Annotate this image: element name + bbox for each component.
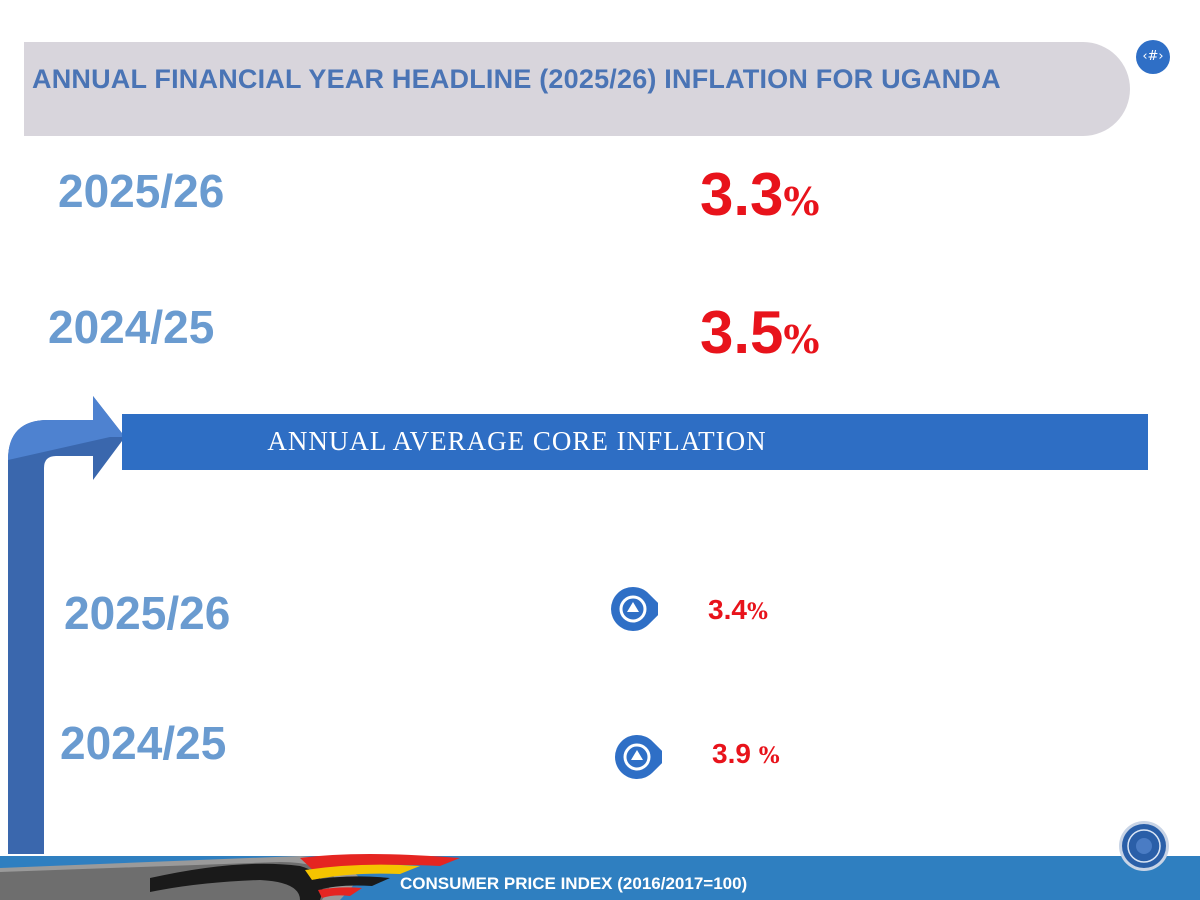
core-value-number: 3.4 [708, 594, 747, 625]
core-year-2024-25: 2024/25 [60, 717, 227, 769]
percent-sign: % [746, 599, 768, 625]
headline-value-2024-25: 3.5% [700, 298, 820, 367]
headline-value-2025-26: 3.3% [700, 160, 820, 229]
up-arrow-circle-icon [615, 735, 662, 779]
headline-value-number: 3.3 [700, 161, 784, 228]
up-arrow-circle-icon [611, 587, 658, 631]
title-banner [24, 42, 1130, 136]
percent-sign: % [783, 317, 820, 362]
slide-number-badge: ‹#› [1136, 40, 1170, 74]
core-year-2025-26: 2025/26 [64, 587, 231, 639]
percent-sign: % [758, 743, 780, 769]
page-title: ANNUAL FINANCIAL YEAR HEADLINE (2025/26)… [32, 64, 1001, 94]
core-value-2024-25: 3.9 % [712, 738, 780, 770]
headline-value-number: 3.5 [700, 299, 784, 366]
core-inflation-title: ANNUAL AVERAGE CORE INFLATION [267, 426, 767, 456]
headline-year-2024-25: 2024/25 [48, 301, 215, 353]
bent-arrow-icon [8, 396, 125, 854]
core-value-2025-26: 3.4% [708, 594, 768, 626]
uganda-flag-ribbon-icon [0, 854, 460, 900]
percent-sign: % [783, 179, 820, 224]
footer-title: CONSUMER PRICE INDEX (2016/2017=100) [400, 874, 748, 893]
core-inflation-bar [122, 414, 1148, 470]
ubos-seal-icon [1119, 821, 1169, 871]
headline-year-2025-26: 2025/26 [58, 165, 225, 217]
core-value-number: 3.9 [712, 738, 759, 769]
